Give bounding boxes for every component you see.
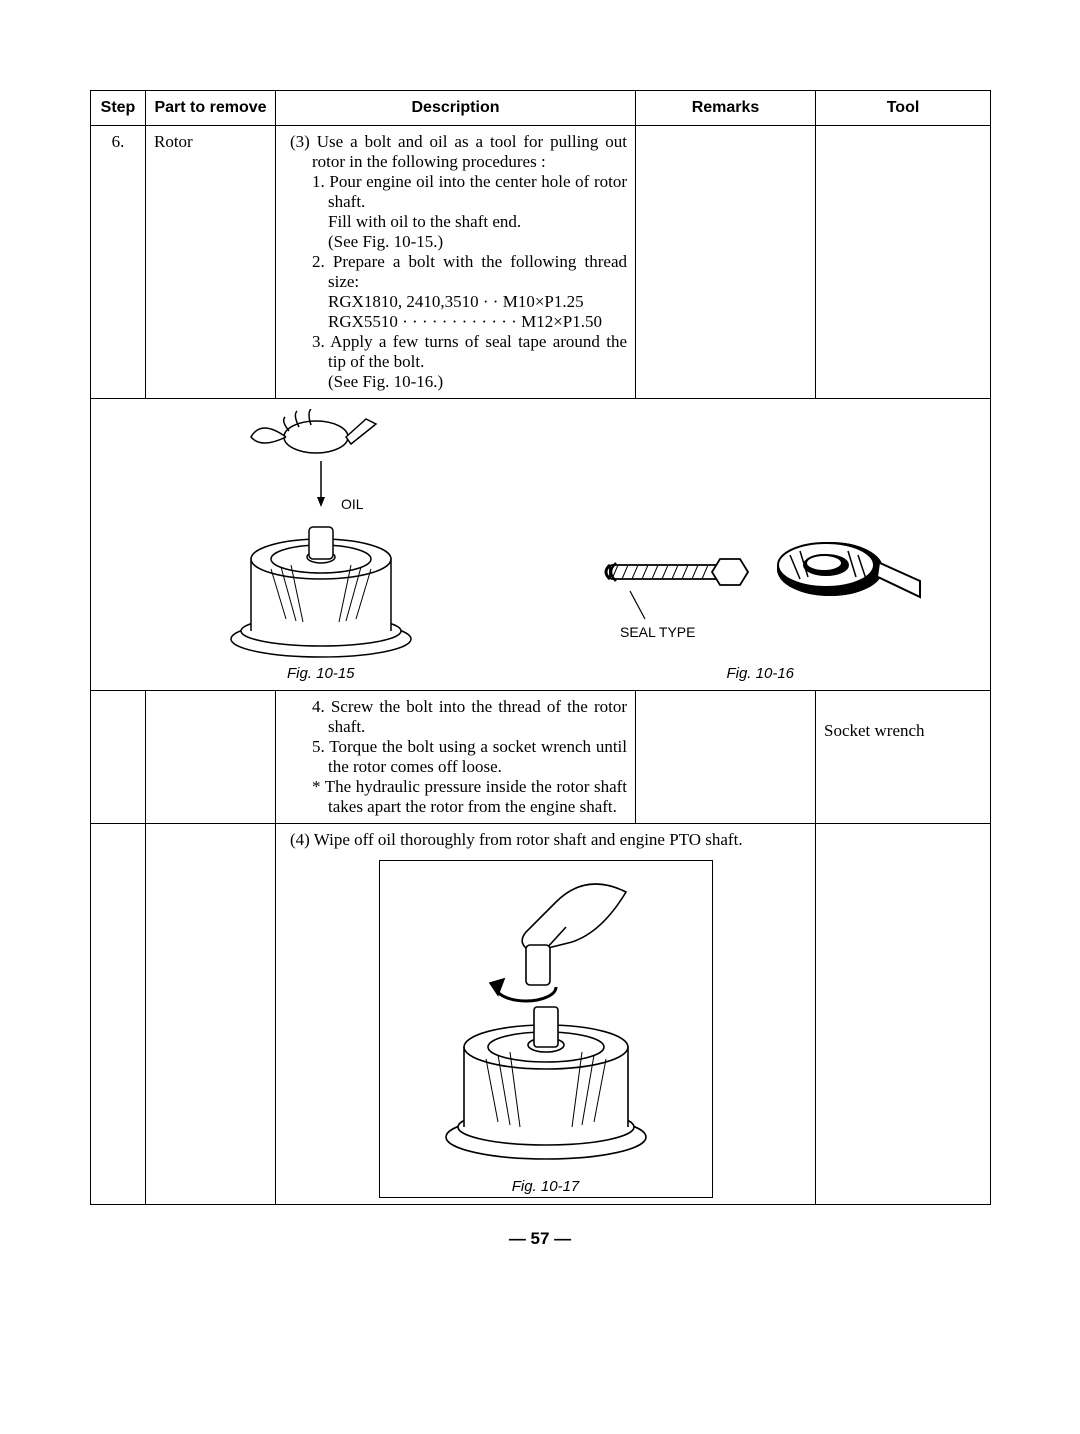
- figure-row: OIL: [91, 399, 991, 691]
- header-tool: Tool: [816, 91, 991, 126]
- figure-10-17: Fig. 10-17: [284, 860, 807, 1198]
- desc-line: (See Fig. 10-15.): [284, 232, 627, 252]
- tool-name: Socket wrench: [824, 721, 925, 740]
- cell-remarks: [636, 691, 816, 824]
- wrench-rotor-illustration-icon: [386, 867, 706, 1167]
- figure-10-16: SEAL TYPE: [541, 469, 981, 682]
- oil-pour-illustration-icon: OIL: [191, 409, 451, 659]
- desc-line: Fill with oil to the shaft end.: [284, 212, 627, 232]
- desc-line: (See Fig. 10-16.): [284, 372, 627, 392]
- bolt-seal-illustration-icon: SEAL TYPE: [590, 469, 930, 659]
- table-row: 6. Rotor (3) Use a bolt and oil as a too…: [91, 126, 991, 399]
- desc-line: 3. Apply a few turns of seal tape around…: [284, 332, 627, 372]
- desc-line: 2. Prepare a bolt with the following thr…: [284, 252, 627, 292]
- cell-remarks: [636, 126, 816, 399]
- desc-line: 1. Pour engine oil into the center hole …: [284, 172, 627, 212]
- cell-description-wide: (4) Wipe off oil thoroughly from rotor s…: [276, 824, 816, 1205]
- desc-line: RGX1810, 2410,3510 · · M10×P1.25: [284, 292, 627, 312]
- cell-tool: [816, 126, 991, 399]
- figure-caption: Fig. 10-15: [101, 665, 541, 682]
- table-header-row: Step Part to remove Description Remarks …: [91, 91, 991, 126]
- header-step: Step: [91, 91, 146, 126]
- cell-step: [91, 691, 146, 824]
- cell-tool: Socket wrench: [816, 691, 991, 824]
- desc-line: 5. Torque the bolt using a socket wrench…: [284, 737, 627, 777]
- cell-description: 4. Screw the bolt into the thread of the…: [276, 691, 636, 824]
- header-remarks: Remarks: [636, 91, 816, 126]
- figure-10-15: OIL: [101, 409, 541, 682]
- cell-part: [146, 691, 276, 824]
- manual-page: Step Part to remove Description Remarks …: [0, 0, 1080, 1289]
- table-row: 4. Screw the bolt into the thread of the…: [91, 691, 991, 824]
- cell-step: [91, 824, 146, 1205]
- procedure-table: Step Part to remove Description Remarks …: [90, 90, 991, 1205]
- figure-caption: Fig. 10-17: [386, 1178, 706, 1195]
- header-description: Description: [276, 91, 636, 126]
- desc-line: RGX5510 · · · · · · · · · · · · M12×P1.5…: [284, 312, 627, 332]
- desc-line: (4) Wipe off oil thoroughly from rotor s…: [284, 830, 807, 850]
- desc-line: 4. Screw the bolt into the thread of the…: [284, 697, 627, 737]
- cell-tool: [816, 824, 991, 1205]
- figure-caption: Fig. 10-16: [541, 665, 981, 682]
- figure-cell: OIL: [91, 399, 991, 691]
- table-row: (4) Wipe off oil thoroughly from rotor s…: [91, 824, 991, 1205]
- desc-line: * The hydraulic pressure inside the roto…: [284, 777, 627, 817]
- seal-type-label: SEAL TYPE: [620, 624, 695, 640]
- header-part: Part to remove: [146, 91, 276, 126]
- cell-part: Rotor: [146, 126, 276, 399]
- oil-label: OIL: [341, 496, 364, 512]
- cell-part: [146, 824, 276, 1205]
- cell-description: (3) Use a bolt and oil as a tool for pul…: [276, 126, 636, 399]
- desc-line: (3) Use a bolt and oil as a tool for pul…: [284, 132, 627, 172]
- page-number: — 57 —: [90, 1229, 990, 1249]
- cell-step: 6.: [91, 126, 146, 399]
